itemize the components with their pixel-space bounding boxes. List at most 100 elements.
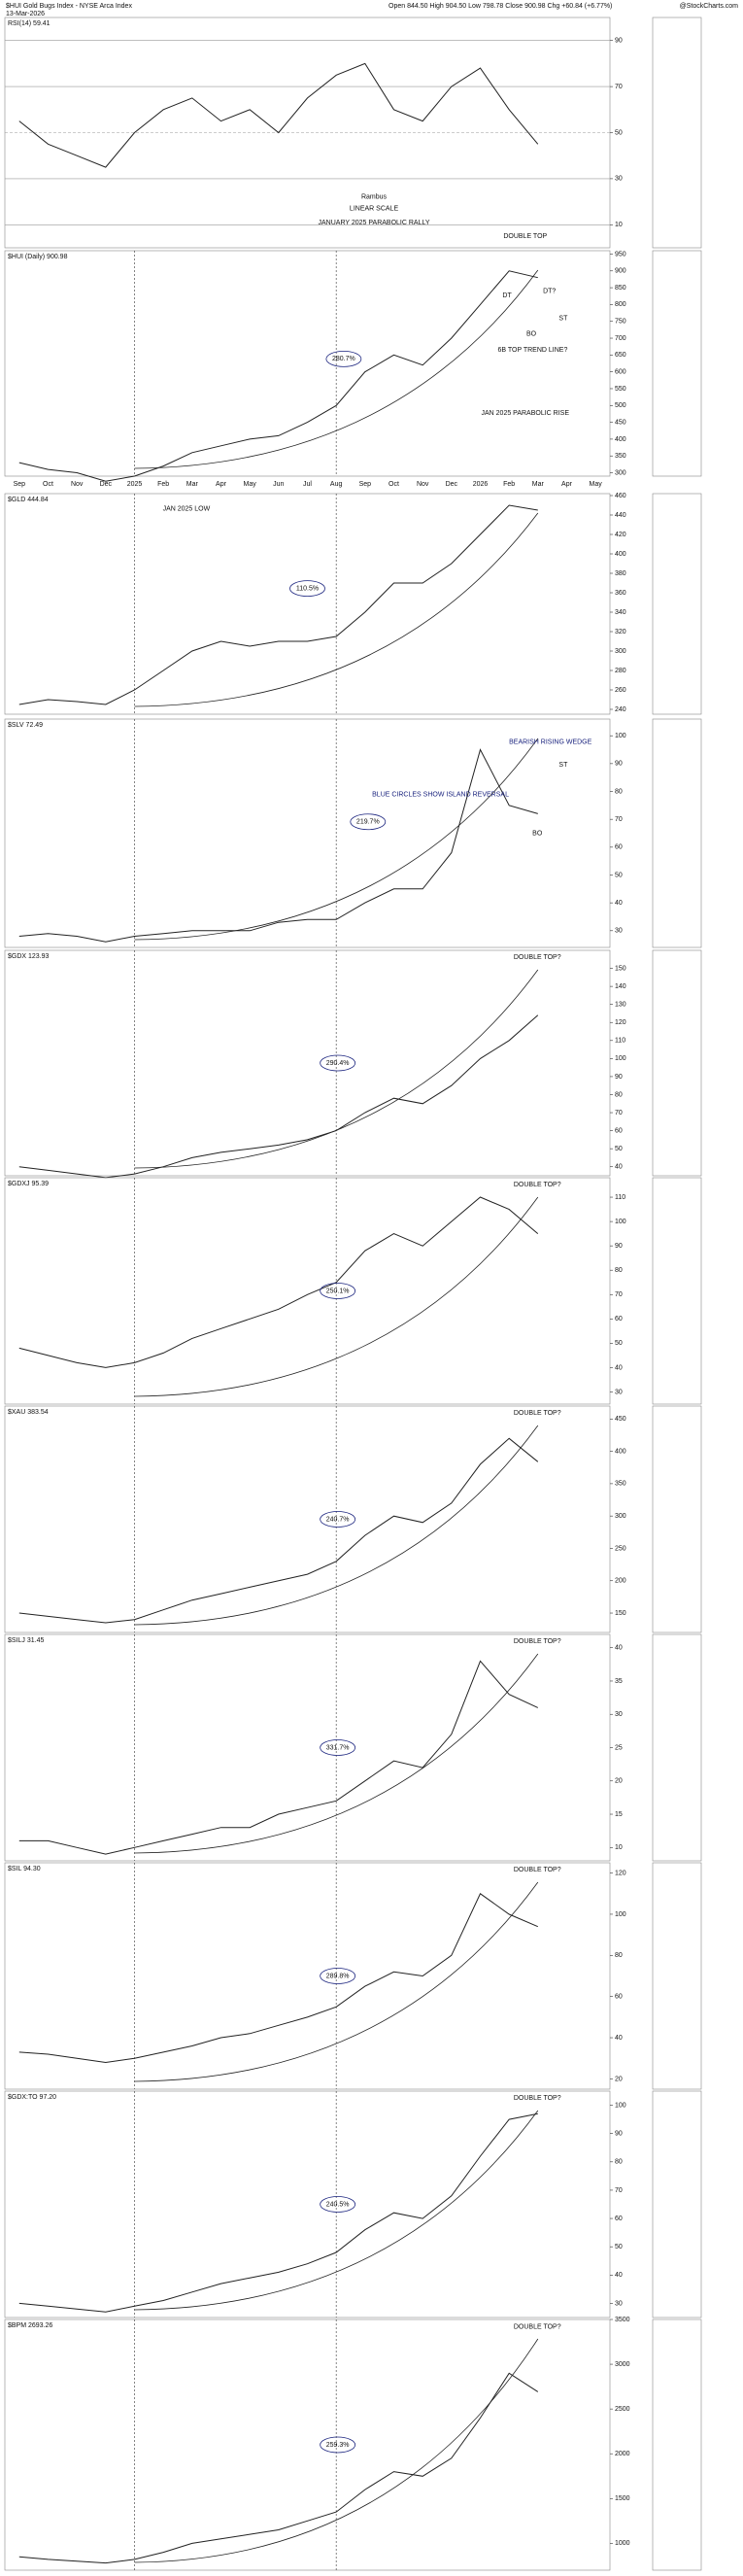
y-tick-label: 850 [615, 285, 626, 292]
x-tick-label: Oct [388, 481, 399, 488]
x-tick-label: May [590, 481, 603, 488]
parabolic-curve [134, 1881, 539, 2082]
y-tick-label: 340 [615, 609, 626, 616]
annotation: ST [558, 315, 568, 322]
y-tick-label: 110 [615, 1194, 625, 1201]
y-tick-label: 280 [615, 668, 626, 674]
x-tick-label: Dec [100, 481, 113, 488]
annotation-oval [320, 2436, 356, 2454]
annotation: ST [558, 762, 568, 769]
annotation: DT [502, 292, 512, 299]
annotation: 219.7% [356, 819, 380, 826]
y-tick-label: 90 [615, 2131, 623, 2138]
y-tick-label: 250 [615, 1545, 626, 1552]
parabolic-curve [134, 2110, 539, 2311]
parabolic-curve [134, 512, 539, 707]
panel-frame [4, 493, 611, 715]
y-tick-label: 300 [615, 469, 626, 476]
mini-panel-frame [652, 1862, 702, 2090]
annotation-oval [350, 813, 387, 831]
y-tick-label: 380 [615, 570, 626, 577]
y-tick-label: 600 [615, 369, 626, 376]
annotation: DOUBLE TOP? [514, 954, 561, 961]
annotation: 240.5% [326, 2201, 350, 2208]
y-tick-label: 70 [615, 1110, 623, 1116]
y-tick-label: 360 [615, 590, 626, 597]
y-tick-label: 80 [615, 788, 623, 795]
y-tick-label: 60 [615, 1127, 623, 1134]
annotation: DOUBLE TOP? [514, 1638, 561, 1645]
annotation: 331.7% [326, 1744, 350, 1751]
annotation: Rambus [361, 194, 388, 201]
annotation: DOUBLE TOP? [514, 1410, 561, 1417]
y-tick-label: 240 [615, 706, 626, 713]
header-date: 13-Mar-2026 [6, 11, 45, 17]
y-tick-label: 60 [615, 1994, 623, 2001]
y-tick-label: 120 [615, 1019, 626, 1026]
panel-frame [4, 949, 611, 1177]
y-tick-label: 450 [615, 419, 626, 426]
annotation: DOUBLE TOP? [514, 2324, 561, 2331]
x-tick-label: Feb [503, 481, 515, 488]
y-tick-label: 100 [615, 1055, 626, 1062]
annotation: 250.1% [326, 1288, 350, 1294]
price-line [18, 1437, 539, 1624]
annotation: 290.4% [326, 1060, 350, 1067]
y-tick-label: 1000 [615, 2540, 630, 2547]
parabolic-curve [134, 1196, 539, 1397]
y-tick-label: 140 [615, 983, 626, 990]
mini-panel-frame [652, 2090, 702, 2318]
panel-title: RSI(14) 59.41 [8, 20, 51, 27]
x-tick-label: May [244, 481, 257, 488]
panel-frame [4, 1177, 611, 1405]
y-tick-label: 150 [615, 1610, 626, 1617]
y-tick-label: 15 [615, 1811, 623, 1818]
y-tick-label: 60 [615, 1316, 623, 1322]
mini-panel-frame [652, 949, 702, 1177]
x-tick-label: 2026 [473, 481, 489, 488]
y-tick-label: 260 [615, 687, 626, 694]
panel-title: $HUI (Daily) 900.98 [8, 254, 68, 260]
annotation-oval [320, 1968, 356, 1984]
mini-panel-frame [652, 1177, 702, 1405]
annotation-oval [320, 1054, 356, 1072]
y-tick-label: 35 [615, 1678, 623, 1685]
y-tick-label: 350 [615, 453, 626, 460]
x-tick-label: Nov [417, 481, 429, 488]
x-tick-label: Oct [43, 481, 53, 488]
x-tick-label: Sep [14, 481, 26, 488]
price-line [18, 1893, 538, 2064]
y-tick-label: 70 [615, 84, 623, 90]
y-tick-label: 50 [615, 2244, 623, 2250]
mini-panel-frame [652, 1633, 702, 1862]
y-tick-label: 1500 [615, 2495, 630, 2502]
y-tick-label: 30 [615, 1389, 623, 1395]
y-tick-label: 70 [615, 2187, 623, 2194]
header-source: @StockCharts.com [680, 3, 739, 10]
y-tick-label: 450 [615, 1416, 626, 1423]
y-tick-label: 30 [615, 1711, 623, 1718]
annotation: 240.7% [326, 1516, 350, 1523]
y-tick-label: 80 [615, 1952, 623, 1959]
y-tick-label: 40 [615, 1364, 623, 1371]
annotation: 6B TOP TREND LINE? [498, 347, 568, 354]
y-tick-label: 3500 [615, 2317, 630, 2323]
y-tick-label: 50 [615, 129, 623, 136]
header-quote: Open 844.50 High 904.50 Low 798.78 Close… [388, 3, 612, 10]
y-tick-label: 80 [615, 1267, 623, 1274]
y-tick-label: 460 [615, 493, 626, 499]
x-tick-label: Apr [216, 481, 227, 488]
y-tick-label: 50 [615, 1340, 623, 1347]
y-tick-label: 400 [615, 1448, 626, 1455]
y-tick-label: 300 [615, 1513, 626, 1520]
y-tick-label: 20 [615, 2076, 623, 2082]
y-tick-label: 40 [615, 2035, 623, 2042]
y-tick-label: 100 [615, 733, 626, 739]
price-line [18, 748, 538, 943]
mini-panel-frame [652, 1405, 702, 1633]
price-line [18, 270, 538, 482]
parabolic-curve [134, 969, 539, 1169]
panel-title: $GDX 123.93 [8, 953, 50, 960]
